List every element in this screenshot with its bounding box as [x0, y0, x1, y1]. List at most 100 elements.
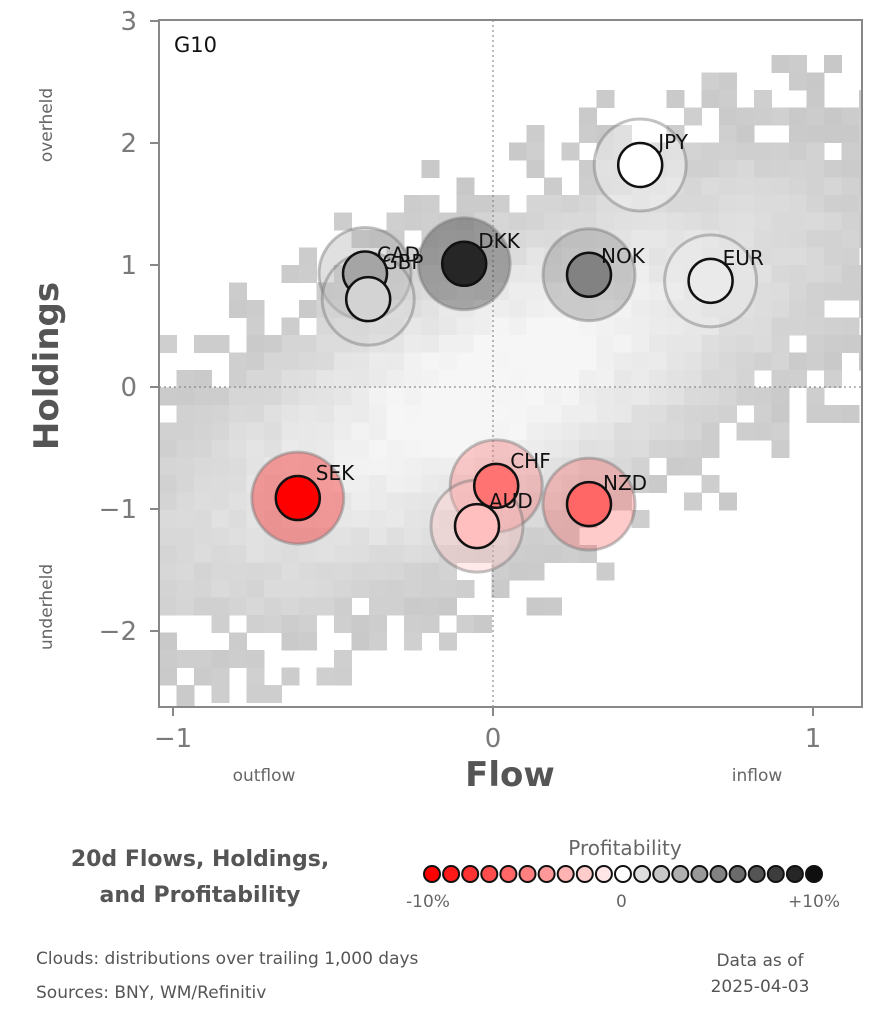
cloud-cell	[351, 352, 370, 371]
cloud-cell	[246, 335, 265, 353]
cloud-cell	[544, 492, 562, 511]
point-sek	[274, 474, 322, 522]
cloud-cell	[299, 265, 317, 283]
cloud-cell	[579, 457, 597, 476]
cloud-cell	[824, 177, 842, 196]
cloud-cell	[771, 160, 790, 178]
cloud-cell	[684, 405, 702, 423]
cloud-cell	[229, 510, 247, 528]
cloud-cell	[684, 195, 702, 213]
cloud-cell	[474, 317, 492, 336]
cloud-cell	[421, 370, 440, 388]
cloud-cell	[159, 667, 177, 686]
cloud-cell	[561, 142, 580, 161]
cloud-cell	[351, 370, 370, 388]
cloud-cell	[211, 405, 230, 423]
cloud-cell	[334, 387, 352, 406]
cloud-cell	[316, 352, 335, 371]
cloud-cell	[299, 300, 317, 318]
cloud-cell	[579, 352, 597, 371]
cloud-cell	[526, 545, 545, 563]
cloud-cell	[281, 317, 300, 336]
cloud-cell	[246, 580, 265, 598]
cloud-cell	[334, 510, 352, 528]
cloud-cell	[614, 370, 632, 388]
cloud-cell	[334, 370, 352, 388]
cloud-cell	[824, 212, 842, 231]
cloud-cell	[211, 685, 230, 703]
cloud-cell	[754, 265, 772, 283]
cloud-cell	[246, 650, 265, 668]
cloud-cell	[456, 317, 475, 336]
cloud-cell	[439, 212, 457, 231]
cloud-cell	[789, 72, 807, 91]
cloud-cell	[771, 335, 790, 353]
cloud-cell	[299, 247, 317, 266]
cloud-cell	[334, 457, 352, 476]
cloud-cell	[194, 510, 212, 528]
cloud-cell	[841, 265, 860, 283]
cloud-cell	[369, 457, 387, 476]
label-jpy: JPY	[656, 130, 689, 154]
point-eur	[687, 257, 734, 305]
cloud-cell	[159, 650, 177, 668]
cloud-cell	[736, 195, 755, 213]
y-axis-title: Holdings	[27, 282, 67, 450]
cloud-cell	[579, 387, 597, 406]
cloud-cell	[246, 545, 265, 563]
cloud-cell	[369, 387, 387, 406]
cloud-cell	[246, 370, 265, 388]
cloud-cell	[736, 387, 755, 406]
asof-date: 2025-04-03	[710, 977, 810, 997]
cloud-cell	[229, 597, 247, 616]
legend-dot	[633, 865, 652, 883]
cloud-cell	[701, 90, 720, 108]
cloud-cell	[176, 475, 195, 493]
cloud-cell	[439, 632, 457, 651]
cloud-cell	[631, 387, 650, 406]
cloud-cell	[264, 580, 282, 598]
cloud-cell	[509, 387, 527, 406]
cloud-cell	[404, 527, 422, 546]
cloud-cell	[841, 195, 860, 213]
cloud-cell	[789, 300, 807, 318]
cloud-cell	[754, 335, 772, 353]
cloud-cell	[369, 545, 387, 563]
cloud-cell	[456, 422, 475, 441]
cloud-cell	[754, 195, 772, 213]
cloud-cell	[754, 177, 772, 196]
cloud-cell	[666, 247, 685, 266]
cloud-cell	[596, 562, 615, 581]
cloud-cell	[351, 580, 370, 598]
cloud-cell	[806, 352, 825, 371]
cloud-cell	[404, 440, 422, 458]
cloud-cell	[316, 457, 335, 476]
cloud-cell	[334, 580, 352, 598]
cloud-cell	[649, 317, 667, 336]
cloud-cell	[649, 212, 667, 231]
cloud-cell	[614, 212, 632, 231]
cloud-cell	[631, 335, 650, 353]
cloud-cell	[176, 702, 195, 707]
cloud-cell	[771, 387, 790, 406]
cloud-cell	[474, 422, 492, 441]
cloud-cell	[631, 300, 650, 318]
cloud-cell	[369, 440, 387, 458]
cloud-cell	[264, 422, 282, 441]
cloud-cell	[771, 422, 790, 441]
cloud-cell	[666, 125, 685, 143]
cloud-cell	[719, 195, 737, 213]
cloud-cell	[386, 247, 405, 266]
cloud-cell	[211, 615, 230, 633]
cloud-cell	[456, 212, 475, 231]
cloud-cell	[159, 527, 177, 546]
cloud-cell	[701, 300, 720, 318]
cloud-cell	[456, 335, 475, 353]
cloud-cell	[159, 387, 177, 406]
cloud-cell	[491, 352, 510, 371]
cloud-cell	[334, 615, 352, 633]
cloud-cell	[404, 457, 422, 476]
cloud-cell	[649, 387, 667, 406]
cloud-cell	[491, 545, 510, 563]
cloud-cell	[229, 457, 247, 476]
